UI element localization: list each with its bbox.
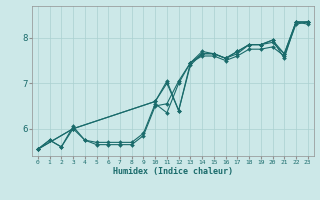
X-axis label: Humidex (Indice chaleur): Humidex (Indice chaleur) xyxy=(113,167,233,176)
